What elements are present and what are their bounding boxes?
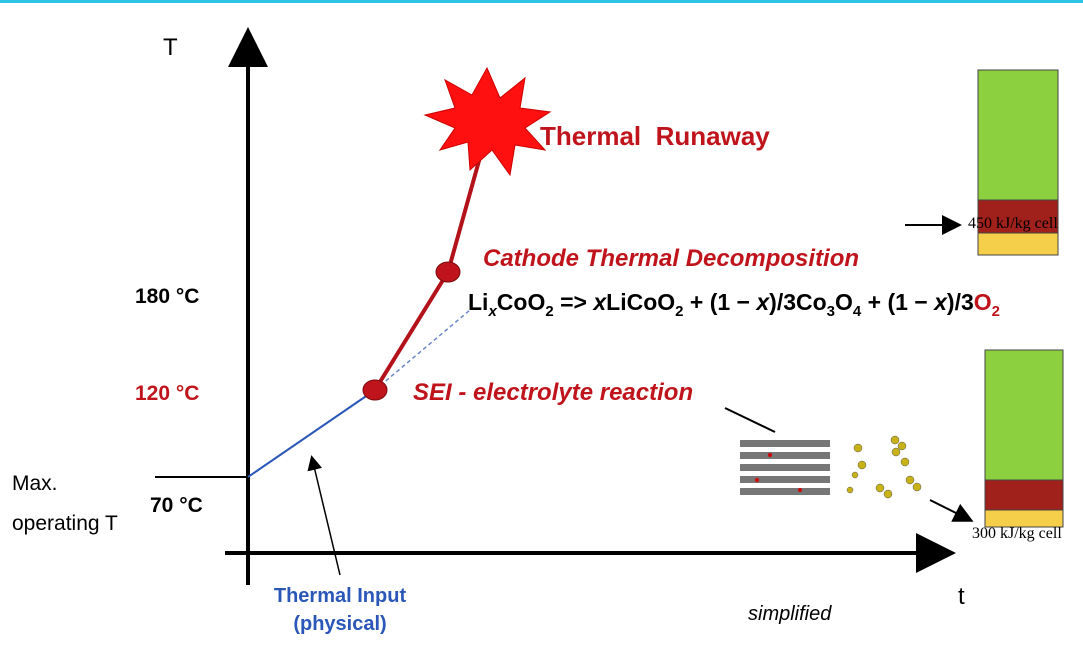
- thermal-input-label: (physical): [293, 613, 386, 635]
- energy-arrow: [929, 499, 974, 522]
- event-label: SEI - electrolyte reaction: [413, 379, 693, 406]
- event-label: Thermal Runaway: [540, 121, 770, 151]
- max-label: operating T: [12, 512, 118, 535]
- thermal-input-line: [247, 389, 376, 478]
- bar-segment: [977, 199, 1059, 234]
- graphite-layers: [740, 440, 830, 495]
- thermal-input-label: Thermal Input: [274, 585, 407, 607]
- pointer-arrow: [307, 455, 341, 576]
- bar-segment: [977, 69, 1059, 201]
- top-border: [0, 0, 1083, 3]
- explosion: [423, 66, 552, 177]
- max-label: Max.: [12, 472, 58, 495]
- note: simplified: [748, 603, 832, 625]
- energy-label: 450 kJ/kg cell: [968, 215, 1058, 232]
- energy-label: 300 kJ/kg cell: [972, 525, 1062, 542]
- event-label: Cathode Thermal Decomposition: [483, 245, 859, 272]
- bar-segment: [984, 349, 1064, 481]
- temp-label: 180 °C: [135, 285, 199, 308]
- x-axis-label: t: [958, 583, 965, 610]
- pointer-line: [724, 407, 776, 433]
- temp-label: 70 °C: [150, 494, 203, 517]
- extrapolation: [374, 309, 471, 391]
- event-dot: [362, 379, 388, 401]
- event-dot: [435, 261, 461, 283]
- particles: [846, 435, 922, 499]
- bar-segment: [977, 232, 1059, 256]
- y-axis-label: T: [163, 34, 178, 61]
- bar-segment: [984, 479, 1064, 511]
- formula: LixCoO2 => xLiCoO2 + (1 − x)/3Co3O4 + (1…: [468, 289, 1000, 320]
- bar-segment: [984, 509, 1064, 528]
- temp-label: 120 °C: [135, 382, 199, 405]
- runaway-line: [373, 149, 484, 392]
